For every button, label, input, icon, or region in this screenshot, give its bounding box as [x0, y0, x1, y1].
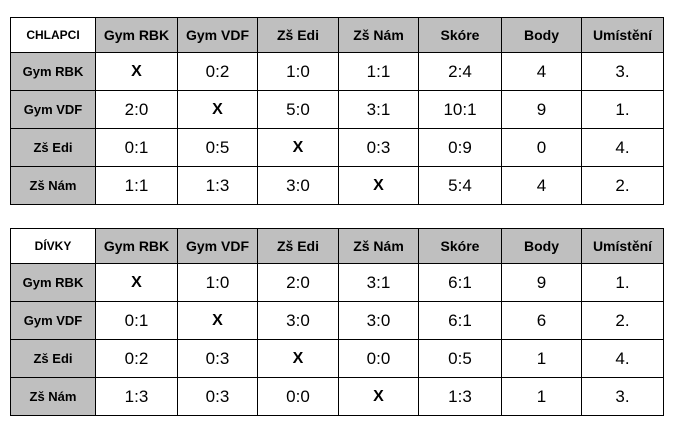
table-cell: 0:9 — [418, 128, 502, 167]
table-cell: 9 — [501, 90, 582, 129]
row-header-team: Gym VDF — [10, 301, 96, 340]
table-cell: 0:5 — [177, 128, 258, 167]
table-cell: 5:0 — [257, 90, 339, 129]
table-cell: 4 — [501, 166, 582, 205]
table-cell: 1:1 — [95, 166, 178, 205]
table-cell: 1 — [501, 339, 582, 378]
table-cell: X — [95, 263, 178, 302]
table-cell: X — [177, 301, 258, 340]
table-cell: X — [257, 339, 339, 378]
column-header-gym-vdf: Gym VDF — [177, 17, 258, 53]
column-header-gym-vdf: Gym VDF — [177, 228, 258, 264]
row-header-team: Zš Nám — [10, 166, 96, 205]
table-row: Gym VDF 2:0 X 5:0 3:1 10:1 9 1. — [10, 90, 664, 129]
table-cell: 2:0 — [257, 263, 339, 302]
table-cell: 1. — [581, 263, 664, 302]
girls-standings-table: DÍVKY Gym RBK Gym VDF Zš Edi Zš Nám Skór… — [10, 228, 664, 416]
column-header-zs-edi: Zš Edi — [257, 17, 339, 53]
column-header-zs-nam: Zš Nám — [338, 17, 419, 53]
table-cell: 3:1 — [338, 263, 419, 302]
table-cell: 1 — [501, 377, 582, 416]
header-row: DÍVKY Gym RBK Gym VDF Zš Edi Zš Nám Skór… — [10, 228, 664, 264]
row-header-team: Zš Edi — [10, 339, 96, 378]
table-cell: 3:0 — [257, 301, 339, 340]
table-cell: 4. — [581, 339, 664, 378]
table-cell: 0:1 — [95, 301, 178, 340]
table-cell: 3. — [581, 377, 664, 416]
column-header-zs-nam: Zš Nám — [338, 228, 419, 264]
table-cell: 2:0 — [95, 90, 178, 129]
table-cell: X — [177, 90, 258, 129]
table-row: Gym RBK X 1:0 2:0 3:1 6:1 9 1. — [10, 263, 664, 302]
table-cell: 0:3 — [338, 128, 419, 167]
row-header-team: Gym RBK — [10, 52, 96, 91]
column-header-placement: Umístění — [581, 17, 664, 53]
table-cell: 0:0 — [257, 377, 339, 416]
table-row: Gym VDF 0:1 X 3:0 3:0 6:1 6 2. — [10, 301, 664, 340]
table-cell: X — [338, 166, 419, 205]
table-cell: 3:1 — [338, 90, 419, 129]
table-cell: 1:1 — [338, 52, 419, 91]
column-header-gym-rbk: Gym RBK — [95, 228, 178, 264]
table-cell: 0:3 — [177, 377, 258, 416]
table-cell: 6:1 — [418, 263, 502, 302]
table-row: Zš Nám 1:1 1:3 3:0 X 5:4 4 2. — [10, 166, 664, 205]
table-cell: 3:0 — [257, 166, 339, 205]
table-row: Zš Edi 0:1 0:5 X 0:3 0:9 0 4. — [10, 128, 664, 167]
table-cell: 1. — [581, 90, 664, 129]
boys-standings-table: CHLAPCI Gym RBK Gym VDF Zš Edi Zš Nám Sk… — [10, 17, 664, 205]
table-cell: X — [95, 52, 178, 91]
table-cell: 6 — [501, 301, 582, 340]
table-row: Zš Edi 0:2 0:3 X 0:0 0:5 1 4. — [10, 339, 664, 378]
table-cell: 1:3 — [177, 166, 258, 205]
row-header-team: Gym RBK — [10, 263, 96, 302]
table-cell: 1:0 — [257, 52, 339, 91]
table-cell: 3:0 — [338, 301, 419, 340]
table-cell: 4. — [581, 128, 664, 167]
table-cell: 9 — [501, 263, 582, 302]
table-cell: 0:1 — [95, 128, 178, 167]
column-header-points: Body — [501, 228, 582, 264]
table-cell: 4 — [501, 52, 582, 91]
table-cell: 0:0 — [338, 339, 419, 378]
table-cell: 2. — [581, 301, 664, 340]
table-cell: 6:1 — [418, 301, 502, 340]
column-header-score: Skóre — [418, 228, 502, 264]
table-cell: 2:4 — [418, 52, 502, 91]
row-header-team: Gym VDF — [10, 90, 96, 129]
table-cell: 5:4 — [418, 166, 502, 205]
table-row: Gym RBK X 0:2 1:0 1:1 2:4 4 3. — [10, 52, 664, 91]
column-header-score: Skóre — [418, 17, 502, 53]
table-cell: 1:0 — [177, 263, 258, 302]
column-header-zs-edi: Zš Edi — [257, 228, 339, 264]
table-cell: 0 — [501, 128, 582, 167]
table-cell: 3. — [581, 52, 664, 91]
table-cell: 10:1 — [418, 90, 502, 129]
table-cell: 0:2 — [95, 339, 178, 378]
group-label: DÍVKY — [10, 228, 96, 264]
column-header-points: Body — [501, 17, 582, 53]
table-cell: 0:2 — [177, 52, 258, 91]
table-cell: 1:3 — [418, 377, 502, 416]
table-cell: 2. — [581, 166, 664, 205]
group-label: CHLAPCI — [10, 17, 96, 53]
table-cell: X — [338, 377, 419, 416]
table-cell: 1:3 — [95, 377, 178, 416]
header-row: CHLAPCI Gym RBK Gym VDF Zš Edi Zš Nám Sk… — [10, 17, 664, 53]
table-row: Zš Nám 1:3 0:3 0:0 X 1:3 1 3. — [10, 377, 664, 416]
table-cell: 0:5 — [418, 339, 502, 378]
row-header-team: Zš Nám — [10, 377, 96, 416]
column-header-placement: Umístění — [581, 228, 664, 264]
table-cell: 0:3 — [177, 339, 258, 378]
row-header-team: Zš Edi — [10, 128, 96, 167]
table-cell: X — [257, 128, 339, 167]
column-header-gym-rbk: Gym RBK — [95, 17, 178, 53]
